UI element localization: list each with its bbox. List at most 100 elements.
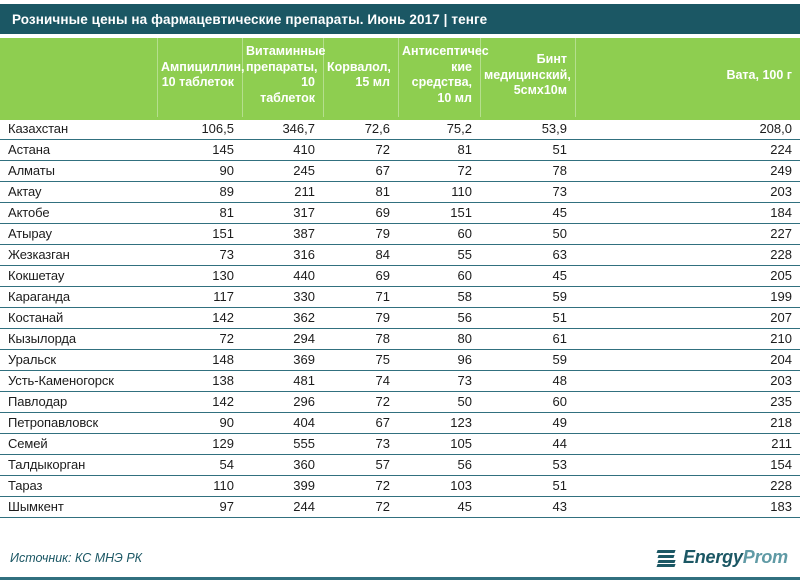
cell-cotton: 184 xyxy=(575,202,800,224)
cell-ampicillin: 97 xyxy=(157,496,242,518)
cell-corvalol: 67 xyxy=(323,412,398,434)
cell-cotton: 203 xyxy=(575,370,800,392)
cell-bandage: 43 xyxy=(480,496,575,518)
cell-region: Павлодар xyxy=(0,391,157,413)
cell-ampicillin: 106,5 xyxy=(157,117,242,140)
column-header-antiseptic: Антисептичес кие средства, 10 мл xyxy=(398,38,489,120)
cell-corvalol: 74 xyxy=(323,370,398,392)
cell-cotton: 235 xyxy=(575,391,800,413)
cell-bandage: 61 xyxy=(480,328,575,350)
footer: Источник: КС МНЭ РК EnergyProm xyxy=(0,538,800,580)
cell-antiseptic: 103 xyxy=(398,475,480,497)
cell-corvalol: 72 xyxy=(323,475,398,497)
cell-corvalol: 72,6 xyxy=(323,117,398,140)
cell-region: Атырау xyxy=(0,223,157,245)
cell-vitamins: 244 xyxy=(242,496,323,518)
table-row: Актобе 81 317 69 151 45 184 xyxy=(0,202,800,224)
cell-vitamins: 294 xyxy=(242,328,323,350)
cell-cotton: 204 xyxy=(575,349,800,371)
cell-cotton: 227 xyxy=(575,223,800,245)
table-row: Костанай 142 362 79 56 51 207 xyxy=(0,307,800,329)
cell-ampicillin: 110 xyxy=(157,475,242,497)
cell-antiseptic: 58 xyxy=(398,286,480,308)
cell-antiseptic: 55 xyxy=(398,244,480,266)
cell-bandage: 51 xyxy=(480,475,575,497)
cell-bandage: 53,9 xyxy=(480,117,575,140)
cell-bandage: 49 xyxy=(480,412,575,434)
cell-antiseptic: 75,2 xyxy=(398,117,480,140)
table-row: Актау 89 211 81 110 73 203 xyxy=(0,181,800,203)
cell-antiseptic: 105 xyxy=(398,433,480,455)
cell-vitamins: 399 xyxy=(242,475,323,497)
source-note: Источник: КС МНЭ РК xyxy=(10,550,143,565)
cell-ampicillin: 142 xyxy=(157,391,242,413)
cell-antiseptic: 72 xyxy=(398,160,480,182)
cell-region: Астана xyxy=(0,139,157,161)
cell-bandage: 51 xyxy=(480,139,575,161)
cell-bandage: 45 xyxy=(480,265,575,287)
column-header-ampicillin: Ампициллин, 10 таблеток xyxy=(157,38,244,120)
column-header-cotton: Вата, 100 г xyxy=(575,38,800,120)
cell-cotton: 183 xyxy=(575,496,800,518)
cell-corvalol: 78 xyxy=(323,328,398,350)
cell-region: Уральск xyxy=(0,349,157,371)
cell-cotton: 199 xyxy=(575,286,800,308)
energyprom-wordmark: EnergyProm xyxy=(683,547,788,568)
cell-vitamins: 330 xyxy=(242,286,323,308)
cell-vitamins: 410 xyxy=(242,139,323,161)
cell-cotton: 228 xyxy=(575,475,800,497)
cell-ampicillin: 148 xyxy=(157,349,242,371)
cell-antiseptic: 60 xyxy=(398,265,480,287)
table-header-row: Ампициллин, 10 таблеток Витаминные препа… xyxy=(0,38,800,120)
cell-ampicillin: 145 xyxy=(157,139,242,161)
cell-corvalol: 69 xyxy=(323,202,398,224)
table-row: Тараз 110 399 72 103 51 228 xyxy=(0,475,800,497)
cell-region: Казахстан xyxy=(0,117,157,140)
cell-antiseptic: 81 xyxy=(398,139,480,161)
cell-corvalol: 72 xyxy=(323,391,398,413)
cell-antiseptic: 151 xyxy=(398,202,480,224)
cell-ampicillin: 90 xyxy=(157,412,242,434)
cell-region: Алматы xyxy=(0,160,157,182)
cell-region: Шымкент xyxy=(0,496,157,518)
cell-bandage: 48 xyxy=(480,370,575,392)
cell-cotton: 205 xyxy=(575,265,800,287)
cell-vitamins: 362 xyxy=(242,307,323,329)
cell-corvalol: 81 xyxy=(323,181,398,203)
cell-cotton: 228 xyxy=(575,244,800,266)
cell-ampicillin: 138 xyxy=(157,370,242,392)
cell-cotton: 208,0 xyxy=(575,117,800,140)
cell-antiseptic: 45 xyxy=(398,496,480,518)
table-row: Петропавловск 90 404 67 123 49 218 xyxy=(0,412,800,434)
table-row: Казахстан 106,5 346,7 72,6 75,2 53,9 208,0 xyxy=(0,117,800,140)
cell-cotton: 203 xyxy=(575,181,800,203)
cell-corvalol: 69 xyxy=(323,265,398,287)
cell-bandage: 51 xyxy=(480,307,575,329)
cell-cotton: 211 xyxy=(575,433,800,455)
table-body: Казахстан 106,5 346,7 72,6 75,2 53,9 208,0 Аста… xyxy=(0,117,800,518)
cell-corvalol: 79 xyxy=(323,307,398,329)
cell-ampicillin: 81 xyxy=(157,202,242,224)
cell-vitamins: 316 xyxy=(242,244,323,266)
cell-corvalol: 84 xyxy=(323,244,398,266)
table-row: Усть-Каменогорск 138 481 74 73 48 203 xyxy=(0,370,800,392)
cell-ampicillin: 89 xyxy=(157,181,242,203)
cell-bandage: 78 xyxy=(480,160,575,182)
cell-ampicillin: 142 xyxy=(157,307,242,329)
cell-region: Кызылорда xyxy=(0,328,157,350)
cell-ampicillin: 73 xyxy=(157,244,242,266)
cell-antiseptic: 80 xyxy=(398,328,480,350)
cell-antiseptic: 123 xyxy=(398,412,480,434)
cell-corvalol: 72 xyxy=(323,139,398,161)
column-header-bandage: Бинт медицинский, 5смх10м xyxy=(480,38,575,120)
cell-bandage: 73 xyxy=(480,181,575,203)
cell-antiseptic: 96 xyxy=(398,349,480,371)
table-row: Талдыкорган 54 360 57 56 53 154 xyxy=(0,454,800,476)
column-header-corvalol: Корвалол, 15 мл xyxy=(323,38,398,120)
cell-cotton: 210 xyxy=(575,328,800,350)
cell-bandage: 53 xyxy=(480,454,575,476)
table-row: Уральск 148 369 75 96 59 204 xyxy=(0,349,800,371)
cell-vitamins: 245 xyxy=(242,160,323,182)
cell-ampicillin: 54 xyxy=(157,454,242,476)
